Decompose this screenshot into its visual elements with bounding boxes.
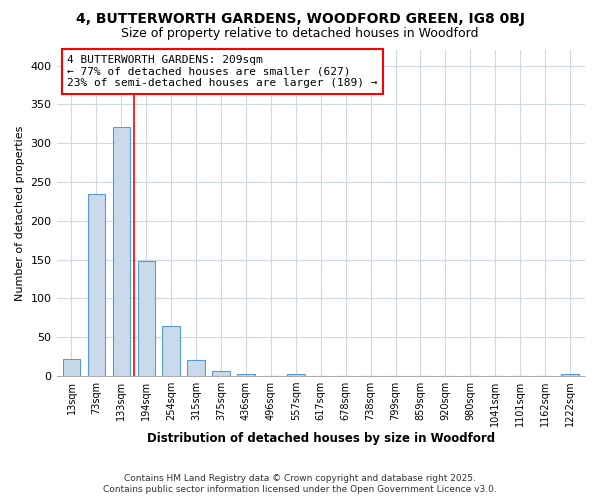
Text: Contains HM Land Registry data © Crown copyright and database right 2025.
Contai: Contains HM Land Registry data © Crown c… xyxy=(103,474,497,494)
Bar xyxy=(163,326,180,376)
Y-axis label: Number of detached properties: Number of detached properties xyxy=(15,126,25,300)
Bar xyxy=(287,374,305,376)
Bar xyxy=(562,374,579,376)
Bar xyxy=(137,261,155,376)
Bar xyxy=(113,127,130,376)
Text: Size of property relative to detached houses in Woodford: Size of property relative to detached ho… xyxy=(121,28,479,40)
X-axis label: Distribution of detached houses by size in Woodford: Distribution of detached houses by size … xyxy=(147,432,495,445)
Bar xyxy=(88,194,105,376)
Bar xyxy=(237,374,255,376)
Bar xyxy=(187,360,205,376)
Text: 4, BUTTERWORTH GARDENS, WOODFORD GREEN, IG8 0BJ: 4, BUTTERWORTH GARDENS, WOODFORD GREEN, … xyxy=(76,12,524,26)
Bar xyxy=(212,372,230,376)
Bar xyxy=(63,359,80,376)
Text: 4 BUTTERWORTH GARDENS: 209sqm
← 77% of detached houses are smaller (627)
23% of : 4 BUTTERWORTH GARDENS: 209sqm ← 77% of d… xyxy=(67,55,377,88)
